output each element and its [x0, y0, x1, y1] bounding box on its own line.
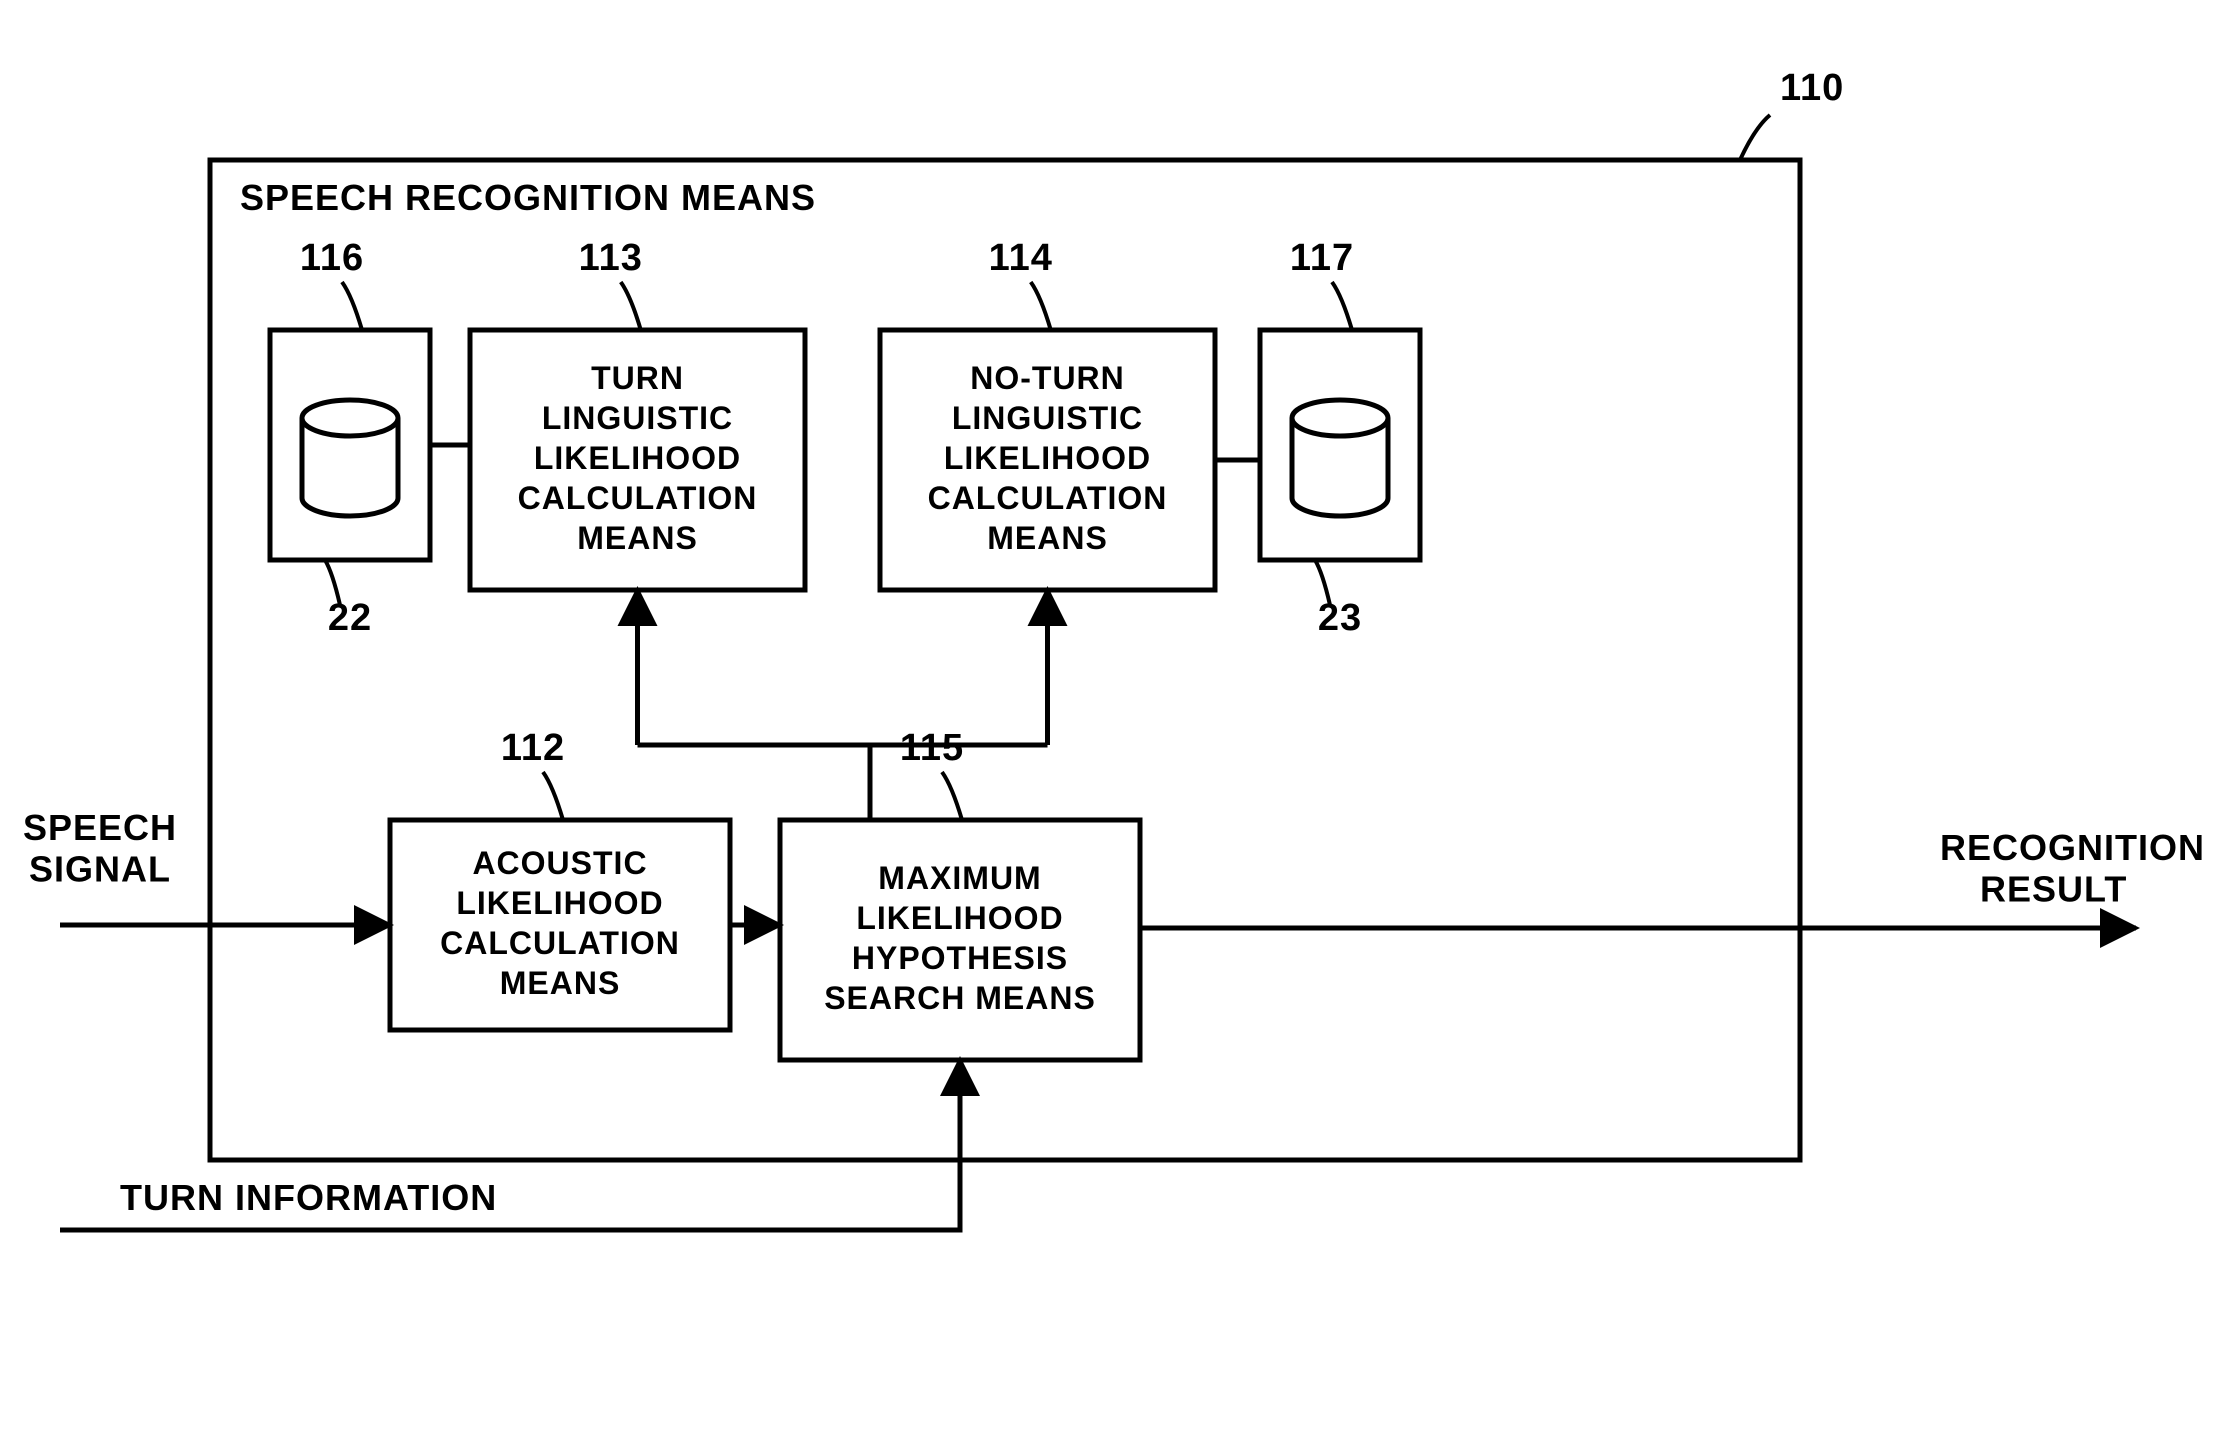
noturn-ling-line-4: MEANS — [987, 520, 1108, 556]
acoustic-line-1: LIKELIHOOD — [456, 885, 663, 921]
maxlik-line-3: SEARCH MEANS — [824, 980, 1096, 1016]
db-left-ref-top: 116 — [300, 237, 364, 279]
maxlik-ref-top-leader — [942, 772, 962, 820]
maxlik-ref-top: 115 — [900, 727, 964, 769]
db-left-cylinder-top — [302, 400, 398, 436]
ref-110-leader — [1740, 115, 1770, 160]
db-right-cylinder-bottom — [1292, 498, 1388, 516]
db-right-ref-top-leader — [1332, 282, 1352, 330]
turn-ling-line-2: LIKELIHOOD — [534, 440, 741, 476]
acoustic-line-2: CALCULATION — [440, 925, 680, 961]
acoustic-ref-top-leader — [543, 772, 563, 820]
turn-ling-line-1: LINGUISTIC — [542, 400, 733, 436]
label-recog-1: RECOGNITION — [1940, 827, 2205, 868]
noturn-ling-line-1: LINGUISTIC — [952, 400, 1143, 436]
maxlik-line-0: MAXIMUM — [878, 860, 1041, 896]
noturn-ling-line-0: NO-TURN — [970, 360, 1125, 396]
db-right-cylinder-top — [1292, 400, 1388, 436]
acoustic-ref-top: 112 — [501, 727, 565, 769]
noturn-ling-line-3: CALCULATION — [928, 480, 1168, 516]
noturn-ling-line-2: LIKELIHOOD — [944, 440, 1151, 476]
label-recog-2: RESULT — [1980, 868, 2127, 909]
acoustic-line-3: MEANS — [500, 965, 621, 1001]
label-turninfo: TURN INFORMATION — [120, 1177, 497, 1218]
db-right-box — [1260, 330, 1420, 560]
maxlik-line-1: LIKELIHOOD — [856, 900, 1063, 936]
db-left-ref-bottom: 22 — [328, 597, 372, 639]
db-left-cylinder-bottom — [302, 498, 398, 516]
turn-ling-line-3: CALCULATION — [518, 480, 758, 516]
db-right-ref-top: 117 — [1290, 237, 1354, 279]
turn-ling-ref-top-leader — [621, 282, 641, 330]
maxlik-line-2: HYPOTHESIS — [852, 940, 1068, 976]
label-speech-1: SPEECH — [23, 807, 177, 848]
db-left-box — [270, 330, 430, 560]
noturn-ling-ref-top: 114 — [989, 237, 1053, 279]
acoustic-line-0: ACOUSTIC — [472, 845, 647, 881]
db-left-ref-top-leader — [342, 282, 362, 330]
turn-ling-line-4: MEANS — [577, 520, 698, 556]
db-right-ref-bottom: 23 — [1318, 597, 1362, 639]
noturn-ling-ref-top-leader — [1031, 282, 1051, 330]
container-title: SPEECH RECOGNITION MEANS — [240, 177, 816, 218]
label-speech-2: SIGNAL — [29, 848, 171, 889]
turn-ling-line-0: TURN — [591, 360, 684, 396]
turn-ling-ref-top: 113 — [579, 237, 643, 279]
ref-110: 110 — [1780, 67, 1844, 109]
